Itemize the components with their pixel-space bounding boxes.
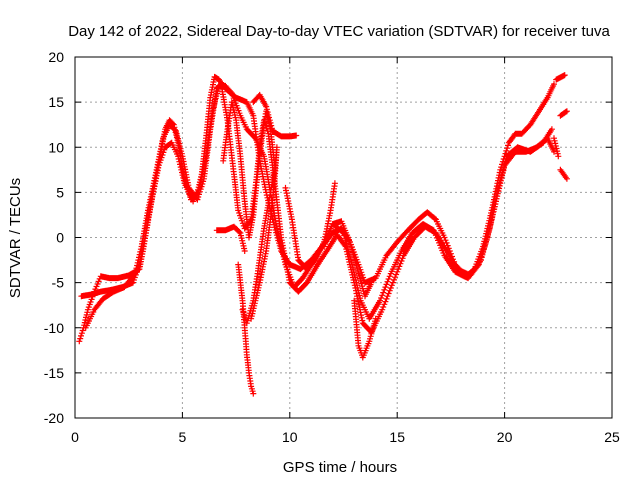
data-marker-path — [282, 180, 338, 273]
series-track-5 — [213, 223, 248, 254]
series-track-8 — [250, 91, 300, 140]
data-marker-path — [321, 218, 375, 300]
data-marker-path — [220, 99, 278, 241]
series-track-3 — [82, 81, 555, 336]
data-marker-path — [557, 108, 570, 119]
grid-lines — [75, 57, 612, 418]
data-marker-path — [551, 135, 562, 160]
x-tick-label: 20 — [497, 429, 513, 445]
x-axis-label: GPS time / hours — [283, 459, 397, 476]
y-axis-label: SDTVAR / TECUs — [7, 178, 24, 298]
y-tick-label: -5 — [52, 275, 65, 291]
data-marker-path — [553, 72, 568, 83]
y-tick-label: 15 — [48, 94, 64, 110]
series-track-7 — [235, 261, 257, 397]
data-marks — [76, 72, 570, 397]
series-track-4 — [220, 99, 278, 241]
x-axis-ticks: 0 5 10 15 20 25 — [71, 57, 620, 445]
series-track-14 — [551, 135, 562, 160]
y-tick-label: -15 — [44, 365, 64, 381]
x-tick-label: 25 — [604, 429, 620, 445]
series-track-9 — [282, 180, 338, 273]
data-marker-path — [213, 223, 248, 254]
data-marker-path — [250, 91, 300, 140]
series-track-13 — [557, 108, 570, 119]
y-axis-ticks: -20 -15 -10 -5 0 5 10 15 20 — [44, 49, 612, 426]
y-tick-label: -10 — [44, 320, 64, 336]
series-track-6 — [239, 144, 280, 327]
chart-title: Day 142 of 2022, Sidereal Day-to-day VTE… — [68, 23, 610, 40]
data-marker-path — [557, 166, 570, 182]
series-track-10 — [321, 218, 375, 300]
series-track-12 — [553, 72, 568, 83]
data-marker-path — [239, 144, 280, 327]
data-marker-path — [82, 81, 555, 336]
series-track-15 — [557, 166, 570, 182]
data-marker-path — [235, 261, 257, 397]
y-tick-label: 20 — [48, 49, 64, 65]
x-tick-label: 0 — [71, 429, 79, 445]
y-tick-label: 10 — [48, 139, 64, 155]
x-tick-label: 5 — [179, 429, 187, 445]
y-tick-label: 5 — [56, 184, 64, 200]
data-marker-path — [351, 297, 379, 361]
series-track-11 — [351, 297, 379, 361]
x-tick-label: 15 — [389, 429, 405, 445]
x-tick-label: 10 — [282, 429, 298, 445]
y-tick-label: 0 — [56, 230, 64, 246]
y-tick-label: -20 — [44, 410, 64, 426]
